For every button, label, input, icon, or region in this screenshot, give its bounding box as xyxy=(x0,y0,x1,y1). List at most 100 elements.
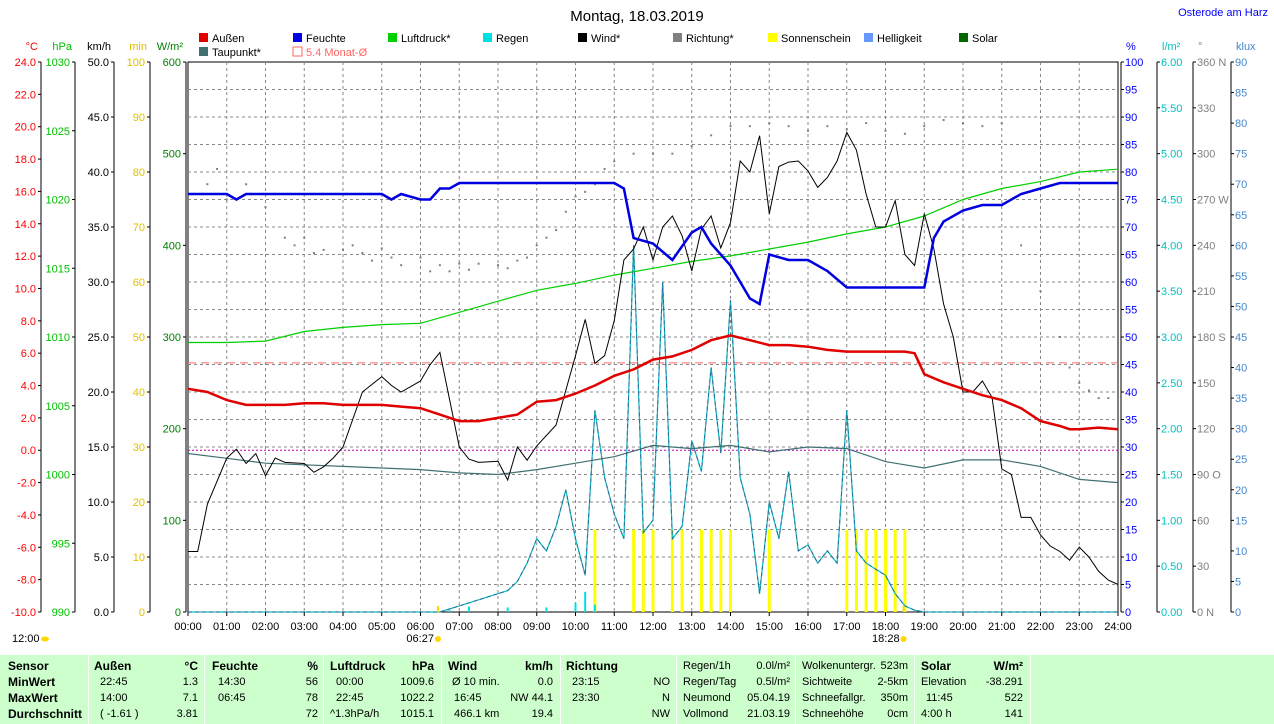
axis-tick-label: 5.00 xyxy=(1161,149,1182,161)
axis-tick-label: 10 xyxy=(1235,546,1247,558)
sunshine-bar xyxy=(593,529,597,612)
axis-tick-label: 4.0 xyxy=(21,381,36,393)
axis-tick-label: 70 xyxy=(1125,222,1137,234)
axis-tick-label: 5 xyxy=(1125,580,1131,592)
axis-tick-label: 100 xyxy=(163,515,181,527)
sunset-icon xyxy=(900,636,907,642)
direction-point xyxy=(245,183,248,186)
solar_wm2-axis-label: W/m² xyxy=(157,41,184,53)
axis-tick-label: 45 xyxy=(1235,332,1247,344)
sunshine-bar xyxy=(641,529,645,612)
sunshine-bar xyxy=(854,529,858,612)
wind-distance: 466.1 km xyxy=(454,708,500,720)
x-tick-label: 10:00 xyxy=(562,621,590,633)
sunshine-bar xyxy=(884,529,887,612)
x-tick-label: 09:00 xyxy=(523,621,551,633)
wind-header: Wind xyxy=(448,659,478,673)
axis-tick-label: 270 W xyxy=(1197,195,1229,207)
direction-point xyxy=(826,125,829,128)
legend-item-aussen[interactable]: Außen xyxy=(199,33,244,45)
luftdruck-line xyxy=(188,168,1119,344)
axis-tick-label: 15 xyxy=(1235,515,1247,527)
direction-point xyxy=(438,264,441,267)
axis-tick-label: 40 xyxy=(1125,387,1137,399)
axis-tick-label: 8.0 xyxy=(21,316,36,328)
axis-tick-label: 35.0 xyxy=(88,222,109,234)
axis-tick-label: 40.0 xyxy=(88,167,109,179)
legend-item-helligkeit[interactable]: Helligkeit xyxy=(864,33,922,45)
wolken-label: Wolkenuntergr. xyxy=(802,660,876,672)
axis-tick-label: 3.00 xyxy=(1161,332,1182,344)
direction-point xyxy=(506,267,509,270)
legend-swatch xyxy=(864,33,873,42)
direction-point xyxy=(467,268,470,271)
axis-tick-label: 6.0 xyxy=(21,348,36,360)
pressure_hpa-axis-label: hPa xyxy=(52,41,72,53)
location-label: Osterode am Harz xyxy=(1178,7,1268,19)
axis-tick-label: 1020 xyxy=(46,195,70,207)
direction-point xyxy=(322,248,325,251)
direction-point xyxy=(768,122,771,125)
axis-tick-label: 30 xyxy=(1125,442,1137,454)
x-tick-label: 13:00 xyxy=(678,621,706,633)
axis-tick-label: 55 xyxy=(1235,271,1247,283)
axis-tick-label: 35 xyxy=(1125,415,1137,427)
wind_kmh-axis-label: km/h xyxy=(87,41,111,53)
direction-point xyxy=(884,129,887,132)
richtung-header: Richtung xyxy=(566,659,618,673)
direction-point xyxy=(632,152,635,155)
legend-swatch xyxy=(292,46,303,57)
direction-point xyxy=(652,152,654,155)
axis-tick-label: 85 xyxy=(1125,140,1137,152)
direction-point xyxy=(690,145,693,148)
legend-item-regen[interactable]: Regen xyxy=(483,33,528,45)
regen-1h: 0.0l/m² xyxy=(756,660,790,672)
legend-swatch xyxy=(578,33,587,42)
axis-tick-label: 12.0 xyxy=(15,251,36,263)
legend-item-monat-avg[interactable]: 5.4 Monat-Ø xyxy=(292,46,368,59)
legend-item-luftdruck[interactable]: Luftdruck* xyxy=(388,33,451,45)
axis-tick-label: 35 xyxy=(1235,393,1247,405)
axis-tick-label: 100 xyxy=(1125,57,1143,69)
feuchte-max-time: 06:45 xyxy=(218,692,246,704)
direction-point xyxy=(429,270,432,273)
axis-tick-label: 4.00 xyxy=(1161,240,1182,252)
axis-tick-label: 300 xyxy=(1197,149,1215,161)
axis-tick-label: 75 xyxy=(1235,149,1247,161)
sunshine-bar xyxy=(874,529,878,612)
sunshine-bar xyxy=(903,529,907,612)
legend-item-feuchte[interactable]: Feuchte xyxy=(293,33,346,45)
chart-title: Montag, 18.03.2019 xyxy=(570,8,703,25)
solar-duration: 4:00 h xyxy=(921,708,952,720)
direction-point xyxy=(748,125,751,128)
axis-tick-label: 500 xyxy=(163,149,181,161)
axis-tick-label: 40 xyxy=(1235,363,1247,375)
legend-item-richtung[interactable]: Richtung* xyxy=(673,33,734,45)
axis-tick-label: 90 xyxy=(1235,57,1247,69)
schneehoehe: 0cm xyxy=(887,708,908,720)
direction-point xyxy=(981,125,984,128)
legend-item-solar[interactable]: Solar xyxy=(959,33,998,45)
x-tick-label: 04:00 xyxy=(329,621,357,633)
axis-tick-label: 2.50 xyxy=(1161,378,1182,390)
axis-tick-label: 1015 xyxy=(46,263,70,275)
sunset-mark xyxy=(902,606,905,612)
axis-tick-label: 0.00 xyxy=(1161,607,1182,619)
axis-tick-label: 1.00 xyxy=(1161,515,1182,527)
direction-point xyxy=(1000,122,1003,125)
direction-point xyxy=(477,262,480,265)
legend-item-wind[interactable]: Wind* xyxy=(578,33,621,45)
legend-label: Regen xyxy=(496,33,528,45)
direction-point xyxy=(264,206,267,209)
sunrise-label: 06:27 xyxy=(406,633,434,645)
legend-item-sonnenschein[interactable]: Sonnenschein xyxy=(768,33,851,45)
x-tick-label: 03:00 xyxy=(290,621,318,633)
legend-item-taupunkt[interactable]: Taupunkt* xyxy=(199,47,262,59)
axis-tick-label: 45.0 xyxy=(88,112,109,124)
wolken: 523m xyxy=(880,660,908,672)
wind-avg10-label: Ø 10 min. xyxy=(452,676,500,688)
legend-label: Sonnenschein xyxy=(781,33,851,45)
brightness_klux-axis-label: klux xyxy=(1236,41,1256,53)
direction-point xyxy=(845,128,848,131)
axis-tick-label: 60 xyxy=(1235,240,1247,252)
